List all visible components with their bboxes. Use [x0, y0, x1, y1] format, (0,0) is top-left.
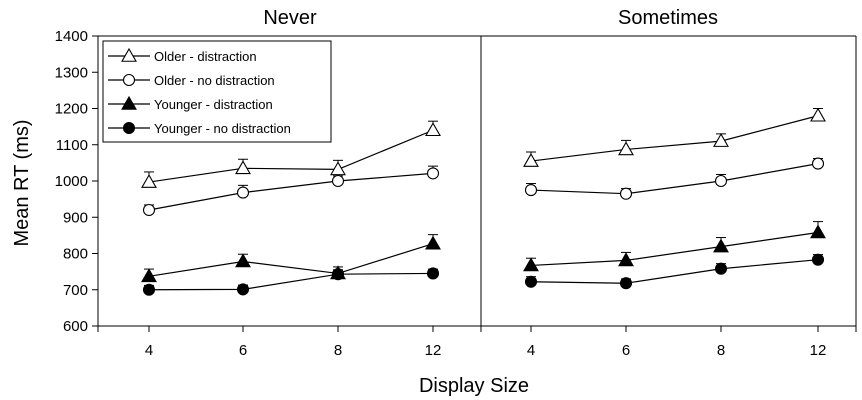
- data-point: [236, 186, 250, 199]
- data-point: [142, 203, 156, 217]
- data-point: [425, 235, 441, 250]
- data-point: [523, 257, 539, 272]
- data-point: [141, 173, 157, 188]
- x-tick-label: 12: [810, 342, 827, 359]
- x-tick-label: 8: [717, 342, 725, 359]
- data-point: [141, 268, 157, 283]
- series-line: [148, 129, 434, 183]
- x-tick-label: 6: [622, 342, 630, 359]
- data-point: [235, 160, 251, 175]
- data-point: [122, 121, 136, 135]
- axes: 600 700 800 900 1000 1100 1200 1300 1400 4 6 8 12 4 6 8…: [55, 28, 857, 359]
- series-line: [530, 115, 819, 162]
- series-younger-distraction: [523, 221, 826, 272]
- data-point: [619, 187, 633, 200]
- data-point: [619, 277, 633, 290]
- series-line: [148, 272, 434, 291]
- data-point: [331, 268, 345, 281]
- x-tick-label: 8: [334, 342, 342, 359]
- panel-title-sometimes: Sometimes: [618, 7, 718, 29]
- series-line: [148, 243, 434, 277]
- data-point: [524, 184, 538, 197]
- legend-label: Older - no distraction: [154, 73, 275, 88]
- y-tick-label: 1200: [55, 101, 88, 118]
- legend: Older - distraction Older - no distractio…: [102, 40, 332, 143]
- legend-label: Older - distraction: [154, 49, 257, 64]
- x-tick-label: 4: [527, 342, 535, 359]
- legend-label: Younger - no distraction: [154, 121, 291, 136]
- series-younger-no-distraction: [524, 253, 825, 290]
- series-younger-distraction: [141, 234, 441, 283]
- series-younger-no-distraction: [142, 267, 440, 296]
- data-point: [811, 157, 825, 170]
- data-point: [425, 122, 441, 137]
- data-point: [713, 133, 729, 147]
- series-line: [148, 172, 434, 211]
- data-point: [713, 238, 729, 253]
- y-tick-label: 800: [63, 246, 88, 263]
- data-point: [142, 283, 156, 296]
- data-point: [426, 167, 440, 180]
- data-point: [810, 224, 826, 239]
- y-tick-label: 1100: [56, 137, 88, 154]
- data-point: [618, 252, 634, 267]
- data-point: [426, 267, 440, 280]
- y-axis-title: Mean RT (ms): [11, 119, 33, 246]
- series-line: [530, 259, 819, 284]
- series-older-distraction: [523, 107, 826, 167]
- series-line: [530, 163, 819, 195]
- data-point: [122, 73, 136, 87]
- x-tick-label: 6: [239, 342, 247, 359]
- y-tick-label: 1400: [55, 28, 88, 45]
- data-point: [121, 95, 137, 110]
- data-point: [236, 283, 250, 296]
- y-tick-label: 600: [63, 318, 88, 335]
- data-point: [235, 253, 251, 268]
- y-tick-label: 1000: [55, 173, 88, 190]
- data-point: [121, 47, 137, 62]
- x-axis-title: Display Size: [419, 375, 529, 397]
- data-point: [524, 275, 538, 288]
- legend-box: [102, 40, 332, 143]
- series-older-no-distraction: [142, 165, 440, 217]
- series-older-distraction: [141, 120, 441, 188]
- series-layer: [141, 107, 826, 296]
- y-tick-label: 1300: [55, 64, 88, 81]
- y-tick-label: 700: [63, 282, 88, 299]
- x-tick-label: 12: [425, 342, 442, 359]
- data-point: [714, 262, 728, 275]
- data-point: [618, 141, 634, 156]
- data-point: [714, 174, 728, 188]
- y-tick-label: 900: [63, 209, 88, 226]
- panel-title-never: Never: [263, 7, 317, 29]
- data-point: [330, 161, 346, 176]
- legend-label: Younger - distraction: [154, 97, 273, 112]
- x-tick-label: 4: [145, 342, 153, 359]
- series-line: [530, 231, 819, 267]
- series-older-no-distraction: [524, 157, 825, 200]
- data-point: [331, 174, 345, 188]
- data-point: [810, 107, 826, 122]
- data-point: [523, 152, 539, 167]
- data-point: [811, 253, 825, 266]
